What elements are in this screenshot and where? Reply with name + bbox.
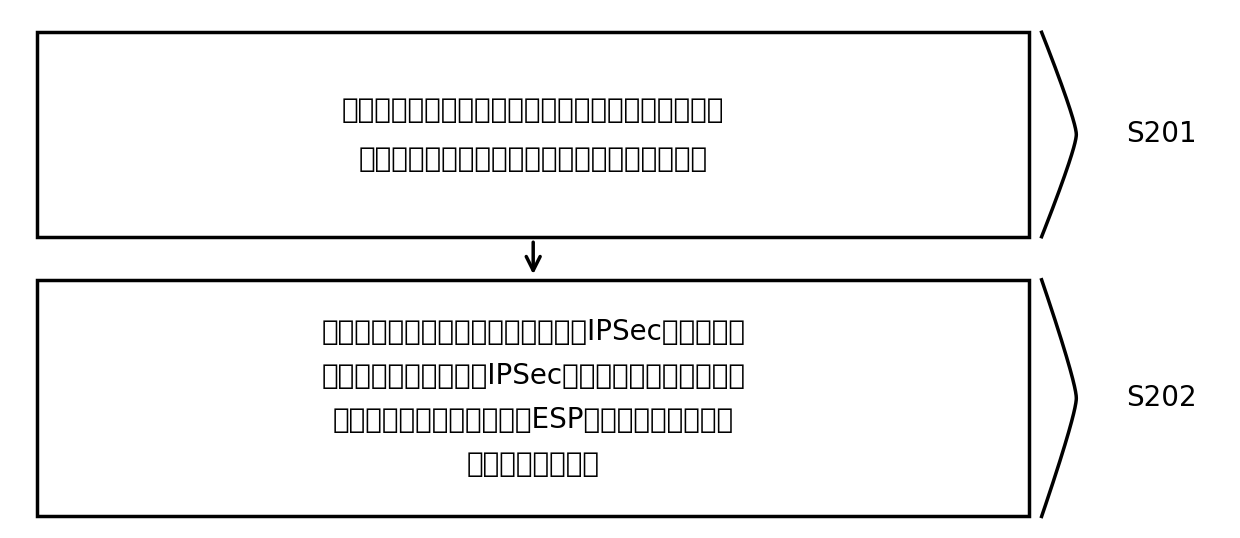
Text: 并采用对称加密方式对IPSec安全隙道中的数据报文进: 并采用对称加密方式对IPSec安全隙道中的数据报文进: [321, 362, 745, 390]
FancyBboxPatch shape: [37, 280, 1029, 516]
Text: 根据工作密鑰和会话密鑰与终端建立IPSec安全隙道，: 根据工作密鑰和会话密鑰与终端建立IPSec安全隙道，: [321, 318, 745, 346]
Text: S202: S202: [1126, 384, 1197, 412]
FancyBboxPatch shape: [37, 32, 1029, 237]
Text: S201: S201: [1126, 121, 1197, 148]
Text: 工作密鑰进行会话密鑰生成处理，得到会话密鑰: 工作密鑰进行会话密鑰生成处理，得到会话密鑰: [358, 145, 708, 173]
Text: 报文进行封装传输: 报文进行封装传输: [466, 450, 600, 478]
Text: 行加密得到加密报文，采用ESP协议封装方式对加密: 行加密得到加密报文，采用ESP协议封装方式对加密: [332, 406, 734, 434]
Text: 安全网关对终端进行工作密鑰生成处理，根据得到的: 安全网关对终端进行工作密鑰生成处理，根据得到的: [342, 96, 724, 124]
